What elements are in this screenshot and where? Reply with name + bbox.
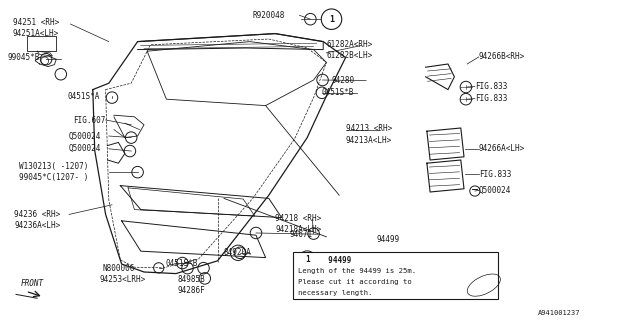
Text: 94286F: 94286F <box>178 286 205 295</box>
Text: 94266B<RH>: 94266B<RH> <box>479 52 525 61</box>
Text: FIG.833: FIG.833 <box>475 82 508 91</box>
Text: 94266A<LH>: 94266A<LH> <box>479 144 525 153</box>
Text: 94280: 94280 <box>332 76 355 85</box>
Text: 61282A<RH>: 61282A<RH> <box>326 40 372 49</box>
Text: FIG.607: FIG.607 <box>74 116 106 124</box>
Text: Length of the 94499 is 25m.: Length of the 94499 is 25m. <box>298 268 417 274</box>
Text: 1: 1 <box>329 15 334 24</box>
Text: R920048: R920048 <box>253 11 285 20</box>
Text: 94236A<LH>: 94236A<LH> <box>14 221 60 230</box>
Bar <box>293 252 498 299</box>
Text: 94499: 94499 <box>376 236 399 244</box>
Text: necessary length.: necessary length. <box>298 291 372 296</box>
Text: 1: 1 <box>305 255 310 264</box>
Text: A941001237: A941001237 <box>538 310 580 316</box>
Text: 94251 <RH>: 94251 <RH> <box>13 18 59 27</box>
Text: 0451S*A: 0451S*A <box>67 92 100 100</box>
Text: 94218A<LH>: 94218A<LH> <box>275 225 321 234</box>
Text: 84920A: 84920A <box>224 248 252 257</box>
Text: 94499: 94499 <box>319 256 351 265</box>
Text: 99045*B: 99045*B <box>8 53 40 62</box>
Text: Q500024: Q500024 <box>69 132 102 140</box>
Text: 61282B<LH>: 61282B<LH> <box>326 51 372 60</box>
Text: W130213( -1207): W130213( -1207) <box>19 162 88 171</box>
Text: 94671: 94671 <box>290 230 313 239</box>
Text: 94218 <RH>: 94218 <RH> <box>275 214 321 223</box>
Text: 94253<LRH>: 94253<LRH> <box>99 275 145 284</box>
Text: 99045*C(1207- ): 99045*C(1207- ) <box>19 173 88 182</box>
Text: 94251A<LH>: 94251A<LH> <box>13 29 59 38</box>
Bar <box>27 36 56 51</box>
Text: 84985B: 84985B <box>178 275 205 284</box>
Text: N800006: N800006 <box>102 264 135 273</box>
Text: Please cut it according to: Please cut it according to <box>298 279 412 285</box>
Text: FIG.833: FIG.833 <box>475 94 508 103</box>
Text: 94236 <RH>: 94236 <RH> <box>14 210 60 219</box>
Text: FIG.833: FIG.833 <box>479 170 511 179</box>
Text: Q500024: Q500024 <box>479 186 511 195</box>
Text: 0451S*B: 0451S*B <box>321 88 354 97</box>
Text: 94213A<LH>: 94213A<LH> <box>346 136 392 145</box>
Text: Q500024: Q500024 <box>69 144 102 153</box>
Text: 94213 <RH>: 94213 <RH> <box>346 124 392 133</box>
Text: FRONT: FRONT <box>20 279 44 288</box>
Text: 0451S*B: 0451S*B <box>165 260 198 268</box>
